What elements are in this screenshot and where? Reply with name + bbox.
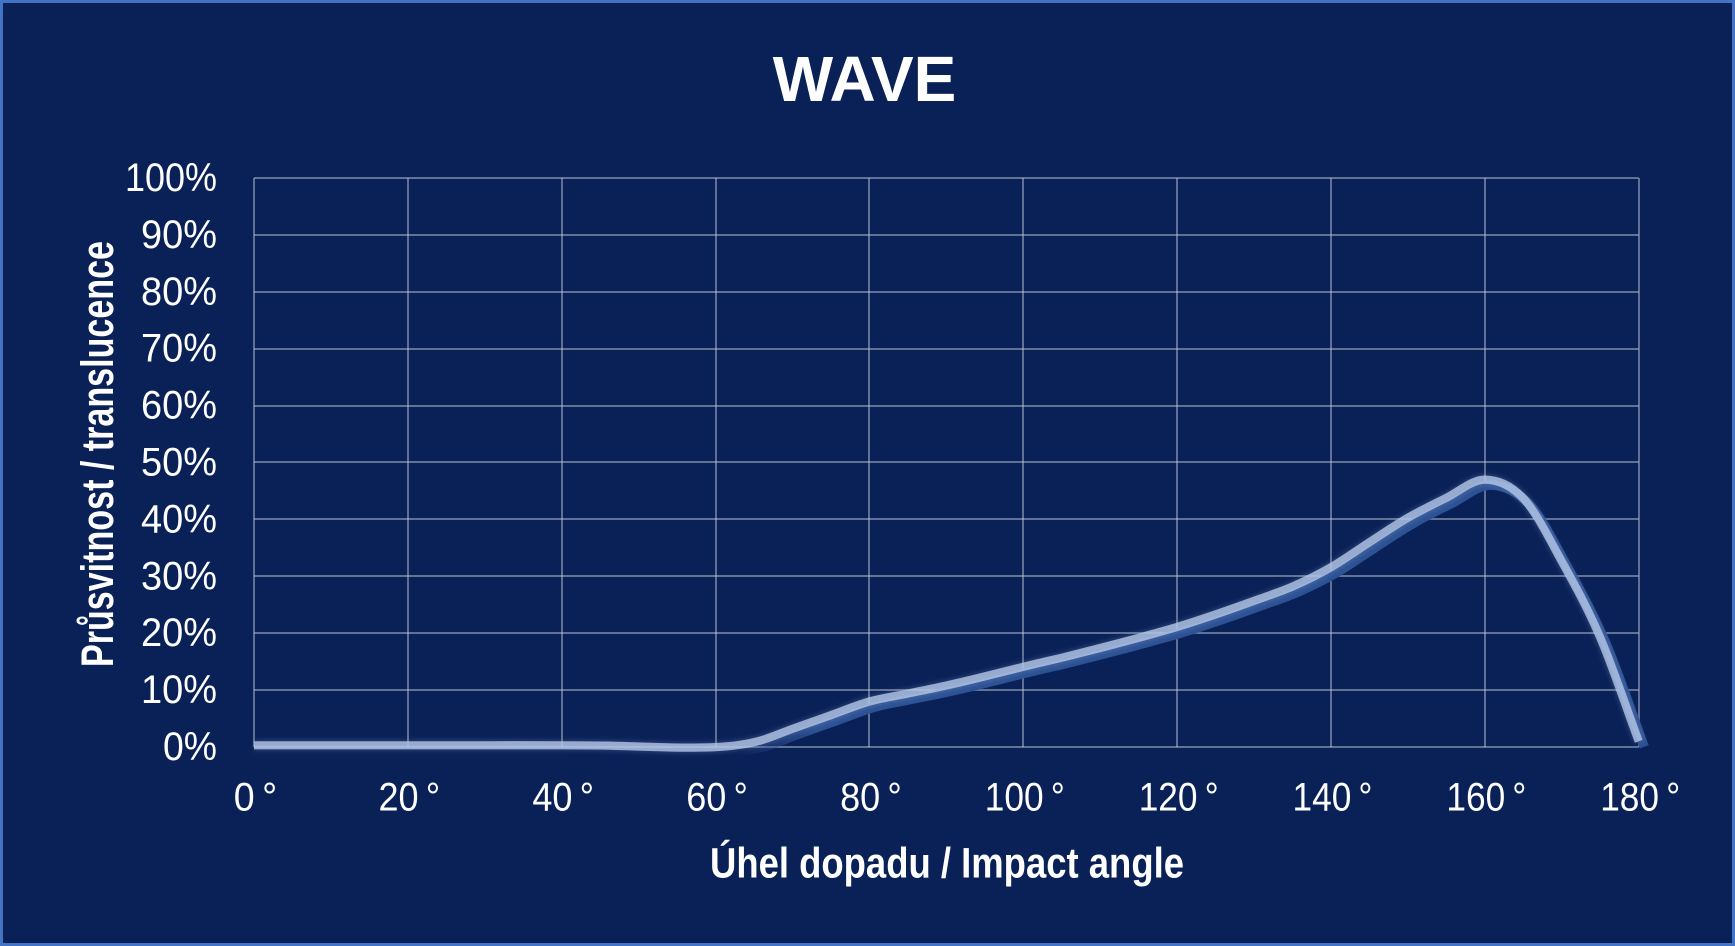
svg-text:100 °: 100 ° — [985, 776, 1065, 820]
svg-text:100%: 100% — [125, 156, 217, 200]
svg-text:40%: 40% — [141, 497, 217, 541]
svg-text:140 °: 140 ° — [1293, 776, 1373, 820]
svg-text:80%: 80% — [141, 270, 217, 314]
svg-text:80 °: 80 ° — [840, 776, 902, 820]
svg-text:20 °: 20 ° — [379, 776, 441, 820]
svg-text:180 °: 180 ° — [1600, 776, 1680, 820]
svg-text:120 °: 120 ° — [1139, 776, 1219, 820]
svg-text:60%: 60% — [141, 384, 217, 428]
svg-text:40 °: 40 ° — [532, 776, 594, 820]
svg-text:0%: 0% — [163, 725, 217, 769]
svg-text:90%: 90% — [141, 213, 217, 257]
svg-text:50%: 50% — [141, 441, 217, 485]
svg-text:Úhel dopadu / Impact angle: Úhel dopadu / Impact angle — [710, 839, 1184, 888]
svg-text:WAVE: WAVE — [773, 43, 957, 115]
svg-text:10%: 10% — [141, 668, 217, 712]
svg-text:160 °: 160 ° — [1446, 776, 1526, 820]
svg-text:30%: 30% — [141, 554, 217, 598]
svg-text:70%: 70% — [141, 327, 217, 371]
svg-text:Průsvitnost / translucence: Průsvitnost / translucence — [72, 241, 123, 667]
svg-text:0 °: 0 ° — [234, 776, 277, 820]
svg-text:20%: 20% — [141, 611, 217, 655]
svg-text:60 °: 60 ° — [686, 776, 748, 820]
